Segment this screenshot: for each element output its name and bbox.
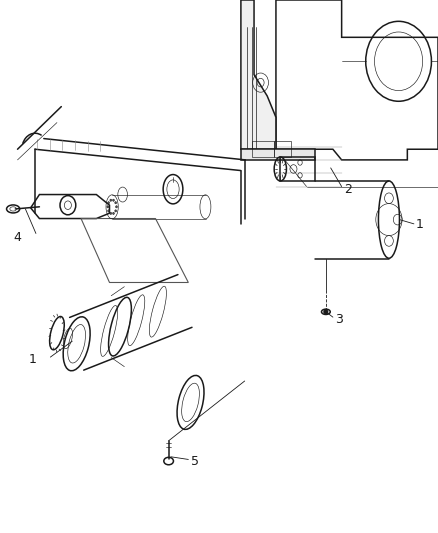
Circle shape (110, 212, 112, 214)
Polygon shape (241, 0, 276, 149)
Text: 1: 1 (28, 353, 36, 366)
Circle shape (107, 206, 109, 208)
Circle shape (108, 210, 110, 212)
Text: 1: 1 (415, 219, 423, 231)
Circle shape (115, 201, 117, 204)
Text: 3: 3 (335, 313, 343, 326)
Circle shape (113, 212, 114, 214)
Circle shape (115, 210, 117, 212)
Circle shape (324, 309, 328, 314)
Circle shape (113, 199, 114, 201)
Text: 2: 2 (344, 183, 352, 196)
Text: 4: 4 (13, 231, 21, 244)
Polygon shape (241, 149, 315, 160)
Circle shape (108, 201, 110, 204)
Text: 5: 5 (191, 455, 198, 467)
Circle shape (110, 199, 112, 201)
Circle shape (116, 206, 117, 208)
